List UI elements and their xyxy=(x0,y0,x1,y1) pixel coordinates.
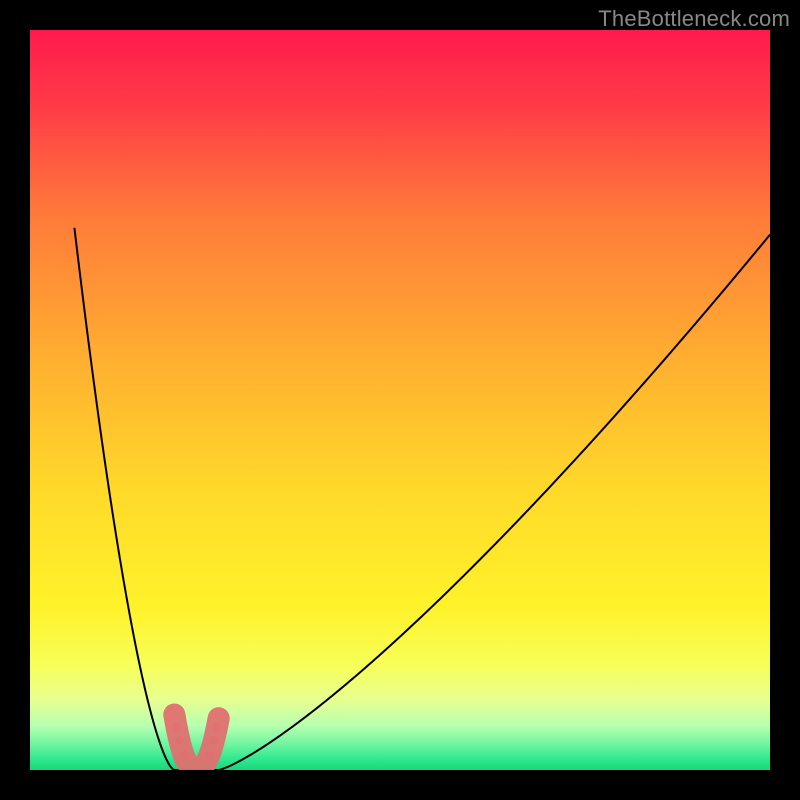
watermark-text: TheBottleneck.com xyxy=(598,6,790,32)
valley-marker-left xyxy=(180,751,188,759)
valley-marker-right xyxy=(212,723,220,731)
valley-marker-left xyxy=(172,723,180,731)
plot-background xyxy=(30,30,770,770)
valley-marker-right xyxy=(205,751,213,759)
valley-marker-right xyxy=(209,736,217,744)
bottleneck-plot xyxy=(0,0,800,800)
valley-marker-left xyxy=(175,736,183,744)
